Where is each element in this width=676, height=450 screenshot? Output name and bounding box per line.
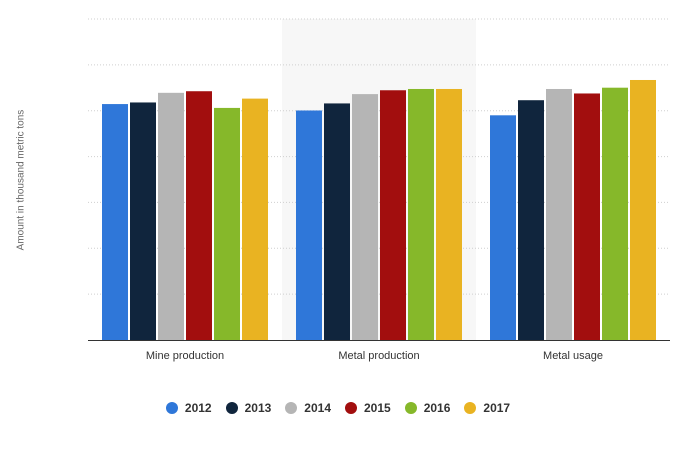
x-tick-label: Mine production [145, 350, 225, 362]
legend-dot-icon [345, 402, 357, 414]
legend-dot-icon [285, 402, 298, 414]
bar-2015-metal-usage [574, 93, 600, 340]
legend-item-2013[interactable]: 2013 [225, 401, 272, 415]
bar-2013-mine-production [130, 102, 156, 341]
legend-label: 2015 [364, 401, 391, 415]
bar-2016-mine-production [214, 107, 240, 341]
x-tick-label: Metal production [338, 350, 420, 362]
legend-label: 2013 [244, 401, 272, 415]
legend-item-2014[interactable]: 2014 [285, 401, 331, 415]
legend-dot-icon [404, 402, 417, 414]
y-axis-label-text: Amount in thousand metric tons [15, 109, 27, 251]
legend-label: 2012 [184, 401, 212, 415]
bar-2014-metal-usage [546, 88, 572, 340]
x-tick-label: Metal usage [543, 350, 603, 362]
legend-label: 2016 [423, 401, 451, 415]
bar-2014-metal-production [352, 94, 378, 340]
bar-2014-mine-production [158, 92, 184, 340]
bar-2013-metal-production [324, 103, 350, 340]
legend-label: 2017 [483, 401, 511, 415]
bar-2015-mine-production [186, 91, 212, 340]
legend-label: 2014 [304, 401, 331, 415]
bar-2017-metal-usage [630, 79, 656, 341]
bar-2016-metal-usage [602, 87, 628, 340]
legend-item-2017[interactable]: 2017 [464, 401, 510, 415]
legend: 2012 2013 2014 2015 2016 2017 [0, 401, 676, 415]
bar-2016-metal-production [408, 88, 434, 340]
bar-2013-metal-usage [518, 100, 544, 340]
bar-2012-mine-production [102, 104, 128, 340]
legend-dot-icon [225, 402, 238, 414]
legend-item-2016[interactable]: 2016 [404, 401, 451, 415]
legend-item-2015[interactable]: 2015 [345, 401, 391, 415]
bar-2012-metal-production [296, 110, 322, 340]
legend-dot-icon [464, 402, 477, 414]
bar-2015-metal-production [380, 90, 406, 341]
bar-2017-metal-production [436, 88, 462, 340]
bar-2017-mine-production [242, 98, 268, 340]
legend-item-2012[interactable]: 2012 [165, 401, 212, 415]
legend-dot-icon [165, 402, 178, 414]
bar-2012-metal-usage [490, 115, 516, 340]
